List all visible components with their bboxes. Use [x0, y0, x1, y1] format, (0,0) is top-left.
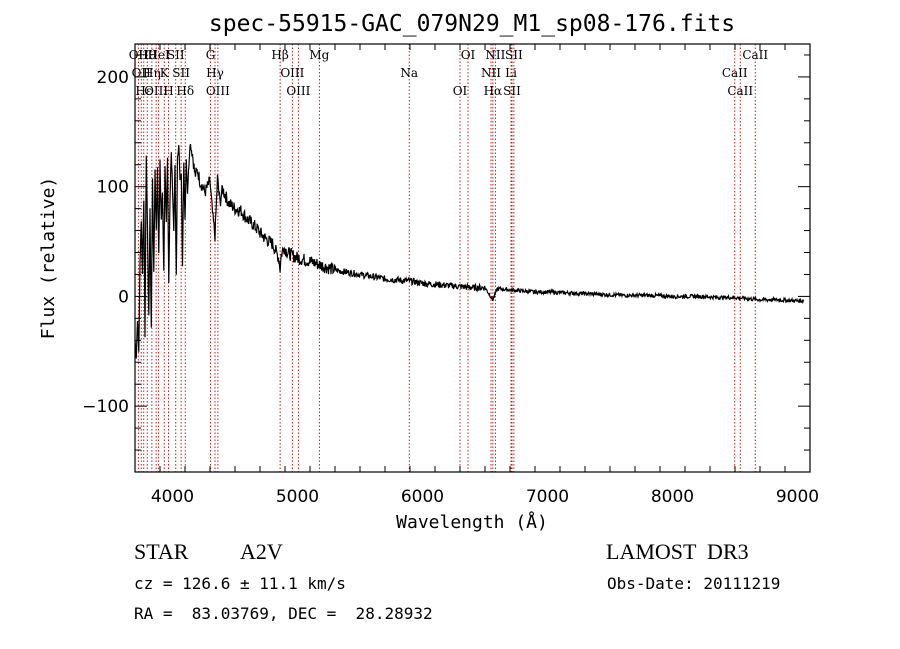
line-marker-label: Hθ	[138, 48, 156, 62]
line-marker-label: NII	[485, 48, 505, 62]
observation-date: Obs-Date: 20111219	[607, 574, 781, 593]
line-marker-label: SII	[172, 66, 190, 80]
line-marker-label: OI	[453, 84, 468, 98]
chart-title: spec-55915-GAC_079N29_M1_sp08-176.fits	[209, 11, 735, 37]
y-tick-label: 100	[97, 178, 129, 198]
line-marker-label: G	[206, 48, 216, 62]
x-axis-ticks: 4000 5000 6000 7000 8000 9000	[134, 44, 819, 507]
line-marker-label: SII	[503, 84, 521, 98]
x-tick-label: 4000	[151, 487, 194, 507]
line-marker-label: SII	[167, 48, 185, 62]
x-tick-label: 9000	[776, 487, 819, 507]
line-marker-label: OIII	[280, 66, 304, 80]
y-tick-label: 200	[97, 68, 129, 88]
y-tick-label: −100	[82, 397, 129, 417]
y-axis-ticks: −100 0 100 200	[82, 54, 810, 473]
line-marker-label: Hγ	[206, 66, 224, 80]
line-marker-label: OIII	[144, 84, 168, 98]
spectral-subclass: A2V	[240, 539, 283, 564]
line-marker-label: Hη	[143, 66, 161, 80]
line-marker-label: Na	[400, 66, 418, 80]
emission-line-labels: OIIOIIHεHθHηOIIIHeIKHSIISIIHδGHγOIIIHβOI…	[129, 48, 769, 98]
line-marker-label: CaII	[742, 48, 768, 62]
line-marker-label: K	[160, 66, 170, 80]
line-marker-label: HeI	[147, 48, 170, 62]
line-marker-label: Hε	[135, 84, 152, 98]
line-marker-label: Mg	[309, 48, 329, 62]
line-marker-label: Hα	[484, 84, 503, 98]
line-marker-label: NII	[481, 66, 501, 80]
object-type: STAR	[134, 539, 189, 564]
line-marker-label: SII	[505, 48, 523, 62]
line-marker-label: CaII	[727, 84, 753, 98]
spectrum-chart: spec-55915-GAC_079N29_M1_sp08-176.fits O…	[38, 11, 819, 533]
line-marker-label: Li	[505, 66, 517, 80]
x-tick-label: 7000	[526, 487, 569, 507]
redshift-value: cz = 126.6 ± 11.1 km/s	[134, 574, 346, 593]
line-marker-label: Hβ	[271, 48, 288, 62]
y-tick-label: 0	[118, 287, 129, 307]
line-marker-label: CaII	[722, 66, 748, 80]
x-tick-label: 5000	[276, 487, 319, 507]
spectrum-series	[134, 143, 805, 359]
line-marker-label: OI	[461, 48, 476, 62]
x-axis-label: Wavelength (Å)	[396, 511, 548, 533]
y-axis-label: Flux (relative)	[38, 177, 59, 340]
x-tick-label: 6000	[401, 487, 444, 507]
sky-coordinates: RA = 83.03769, DEC = 28.28932	[134, 604, 433, 623]
plot-frame	[134, 43, 811, 473]
line-marker-label: H	[163, 84, 173, 98]
emission-line-markers	[137, 44, 756, 472]
x-tick-label: 8000	[651, 487, 694, 507]
line-marker-label: OIII	[206, 84, 230, 98]
survey-name: LAMOST DR3	[606, 539, 749, 564]
line-marker-label: OIII	[286, 84, 310, 98]
line-marker-label: Hδ	[176, 84, 194, 98]
